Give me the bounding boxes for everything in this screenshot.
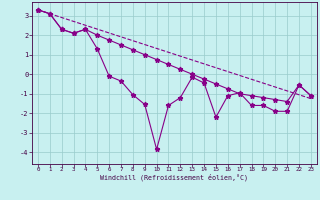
X-axis label: Windchill (Refroidissement éolien,°C): Windchill (Refroidissement éolien,°C)	[100, 174, 248, 181]
